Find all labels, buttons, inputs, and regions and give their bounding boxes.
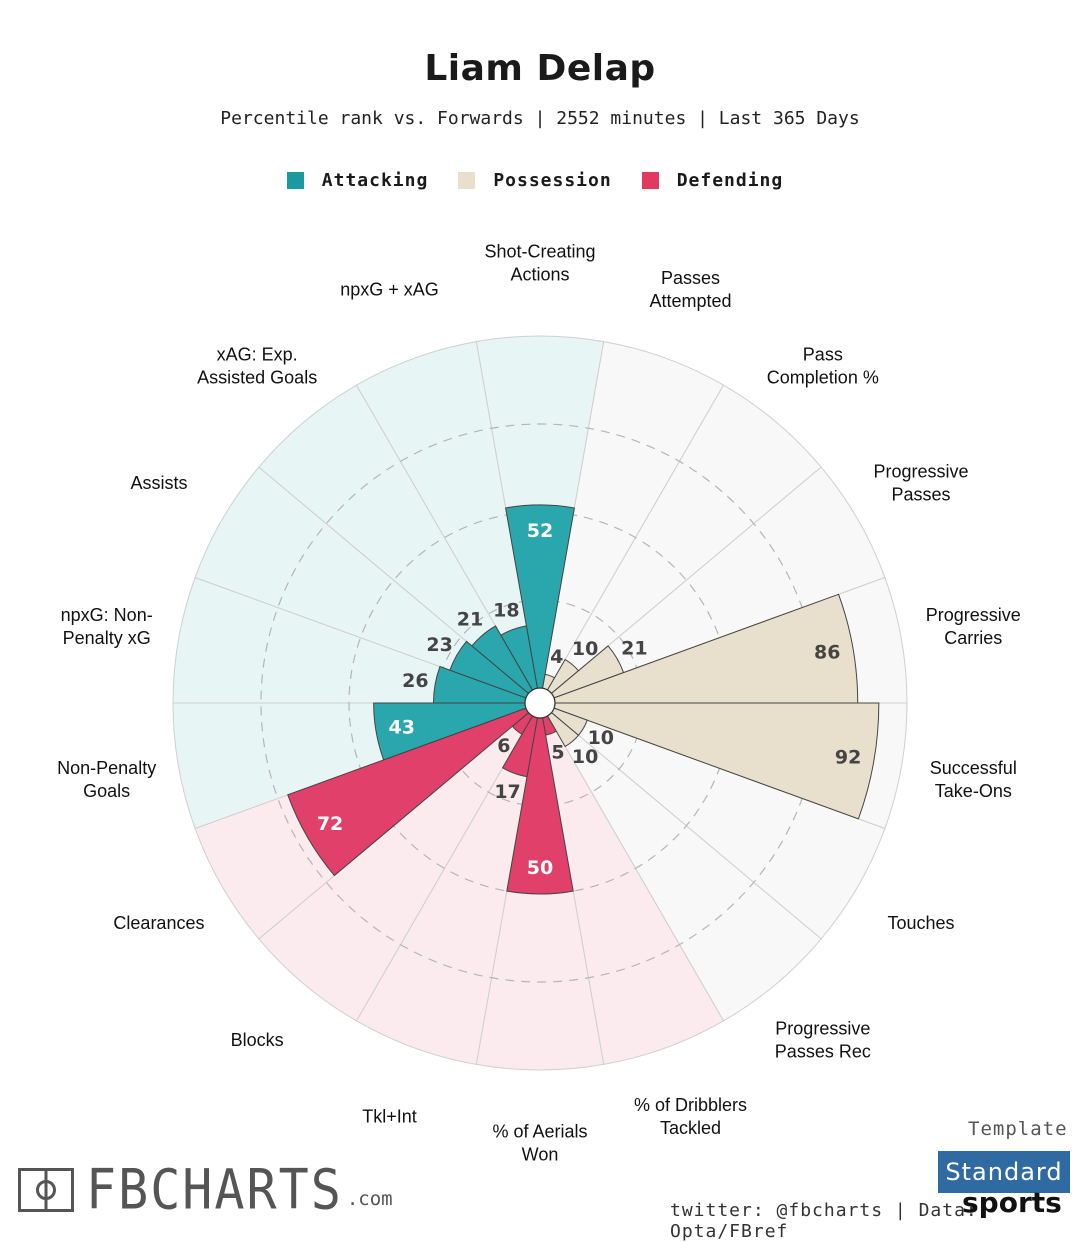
chart-subtitle: Percentile rank vs. Forwards | 2552 minu… bbox=[220, 108, 860, 129]
category-label-5: Successful Take-Ons bbox=[930, 758, 1017, 801]
legend-label-defending: Defending bbox=[676, 170, 784, 191]
value-label-13: 43 bbox=[389, 716, 415, 738]
chart-title: Liam Delap bbox=[424, 48, 656, 89]
category-label-3: Progressive Passes bbox=[874, 462, 969, 505]
value-label-16: 21 bbox=[457, 609, 483, 631]
legend: Attacking Possession Defending bbox=[0, 170, 1080, 191]
value-label-2: 10 bbox=[572, 638, 598, 660]
value-label-12: 72 bbox=[317, 813, 343, 835]
category-label-16: xAG: Exp. Assisted Goals bbox=[197, 344, 317, 387]
category-label-8: % of Dribblers Tackled bbox=[634, 1095, 747, 1138]
value-label-4: 86 bbox=[814, 641, 840, 663]
legend-label-attacking: Attacking bbox=[321, 170, 429, 191]
fbcharts-logo: FBCHARTS .com bbox=[18, 1158, 393, 1222]
value-label-6: 10 bbox=[588, 727, 614, 749]
category-label-2: Pass Completion % bbox=[767, 344, 879, 387]
pitch-icon bbox=[18, 1168, 74, 1212]
template-label: Template bbox=[968, 1118, 1068, 1140]
value-label-17: 18 bbox=[493, 600, 519, 622]
category-label-13: Non-Penalty Goals bbox=[57, 758, 156, 801]
value-label-5: 92 bbox=[835, 746, 861, 768]
value-label-15: 23 bbox=[426, 634, 452, 656]
value-label-0: 52 bbox=[527, 520, 553, 542]
value-label-7: 10 bbox=[572, 746, 598, 768]
category-label-9: % of Aerials Won bbox=[492, 1122, 587, 1165]
logo-text: FBCHARTS bbox=[86, 1158, 343, 1222]
legend-label-possession: Possession bbox=[493, 170, 612, 191]
category-label-11: Blocks bbox=[231, 1030, 284, 1050]
category-label-12: Clearances bbox=[113, 913, 204, 933]
category-labels: Shot-Creating Actions Passes Attempted Pass C… bbox=[57, 242, 1021, 1165]
category-label-0: Shot-Creating Actions bbox=[484, 242, 595, 285]
template-badge: Standard bbox=[938, 1151, 1070, 1193]
value-label-14: 26 bbox=[402, 670, 428, 692]
legend-entry-possession: Possession bbox=[458, 170, 611, 191]
template-sub: sports bbox=[962, 1186, 1062, 1219]
center-hole bbox=[524, 687, 556, 719]
legend-entry-attacking: Attacking bbox=[286, 170, 429, 191]
value-label-3: 21 bbox=[621, 638, 647, 660]
category-label-14: npxG: Non-Penalty xG bbox=[61, 605, 153, 648]
category-label-17: npxG + xAG bbox=[340, 280, 439, 300]
category-label-10: Tkl+Int bbox=[362, 1106, 417, 1126]
category-label-1: Passes Attempted bbox=[649, 268, 731, 311]
value-label-10: 17 bbox=[494, 781, 520, 803]
legend-entry-defending: Defending bbox=[641, 170, 784, 191]
legend-swatch-attacking bbox=[286, 172, 304, 189]
legend-swatch-defending bbox=[641, 172, 659, 189]
value-label-1: 4 bbox=[550, 646, 563, 668]
legend-swatch-possession bbox=[458, 172, 476, 189]
category-label-7: Progressive Passes Rec bbox=[775, 1019, 871, 1062]
bars bbox=[287, 504, 880, 895]
value-label-9: 50 bbox=[527, 857, 553, 879]
category-label-15: Assists bbox=[130, 473, 187, 493]
category-label-6: Touches bbox=[888, 913, 955, 933]
value-label-8: 5 bbox=[551, 741, 564, 763]
value-label-11: 6 bbox=[497, 735, 510, 757]
logo-suffix: .com bbox=[346, 1188, 393, 1210]
category-label-4: Progressive Carries bbox=[926, 605, 1021, 648]
